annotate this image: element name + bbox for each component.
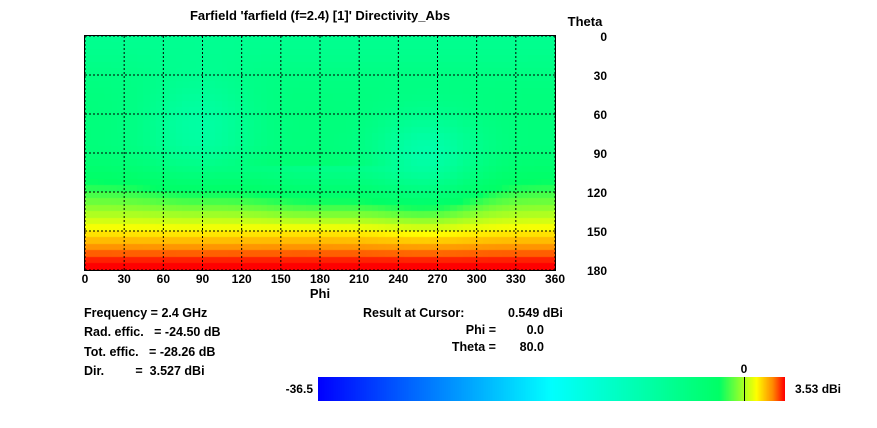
- y-axis-label: Theta: [567, 14, 603, 29]
- x-tick-label: 240: [388, 272, 409, 286]
- directivity-text: Dir. = 3.527 dBi: [84, 364, 205, 378]
- x-tick-label: 0: [81, 272, 89, 286]
- y-tick-label: 60: [593, 108, 607, 122]
- colorbar-zero-marker: [744, 377, 745, 401]
- tot-effic-text: Tot. effic. = -28.26 dB: [84, 345, 216, 359]
- y-tick-label: 30: [593, 69, 607, 83]
- plot-area[interactable]: [84, 35, 556, 271]
- cursor-result-value: 0.549 dBi: [508, 306, 563, 320]
- x-tick-label: 270: [427, 272, 448, 286]
- x-tick-label: 120: [231, 272, 252, 286]
- x-tick-label: 60: [156, 272, 171, 286]
- x-tick-label: 180: [309, 272, 331, 286]
- x-tick-label: 30: [117, 272, 131, 286]
- x-tick-label: 90: [195, 272, 210, 286]
- cursor-phi-value: 0.0: [526, 323, 544, 337]
- chart-title: Farfield 'farfield (f=2.4) [1]' Directiv…: [189, 8, 451, 23]
- cursor-theta-label: Theta =: [451, 340, 496, 354]
- colorbar-zero-label: 0: [740, 362, 748, 376]
- x-tick-label: 360: [544, 272, 566, 286]
- y-tick-label: 150: [586, 225, 607, 239]
- rad-effic-text: Rad. effic. = -24.50 dB: [84, 325, 221, 339]
- x-axis-label: Phi: [309, 286, 331, 301]
- cursor-phi-label: Phi =: [465, 323, 496, 337]
- y-tick-label: 0: [600, 30, 607, 44]
- y-tick-label: 90: [593, 147, 607, 161]
- x-tick-label: 150: [270, 272, 291, 286]
- colorbar: [318, 377, 785, 401]
- x-tick-label: 300: [466, 272, 487, 286]
- grid-lines: [85, 36, 555, 270]
- cursor-theta-value: 80.0: [519, 340, 544, 354]
- x-tick-label: 210: [349, 272, 370, 286]
- y-tick-label: 180: [586, 264, 607, 278]
- x-tick-label: 330: [505, 272, 526, 286]
- colorbar-min-label: -36.5: [285, 382, 313, 396]
- y-tick-label: 120: [586, 186, 607, 200]
- cursor-result-label: Result at Cursor:: [363, 306, 465, 320]
- colorbar-max-label: 3.53 dBi: [795, 382, 842, 396]
- frequency-text: Frequency = 2.4 GHz: [84, 306, 208, 320]
